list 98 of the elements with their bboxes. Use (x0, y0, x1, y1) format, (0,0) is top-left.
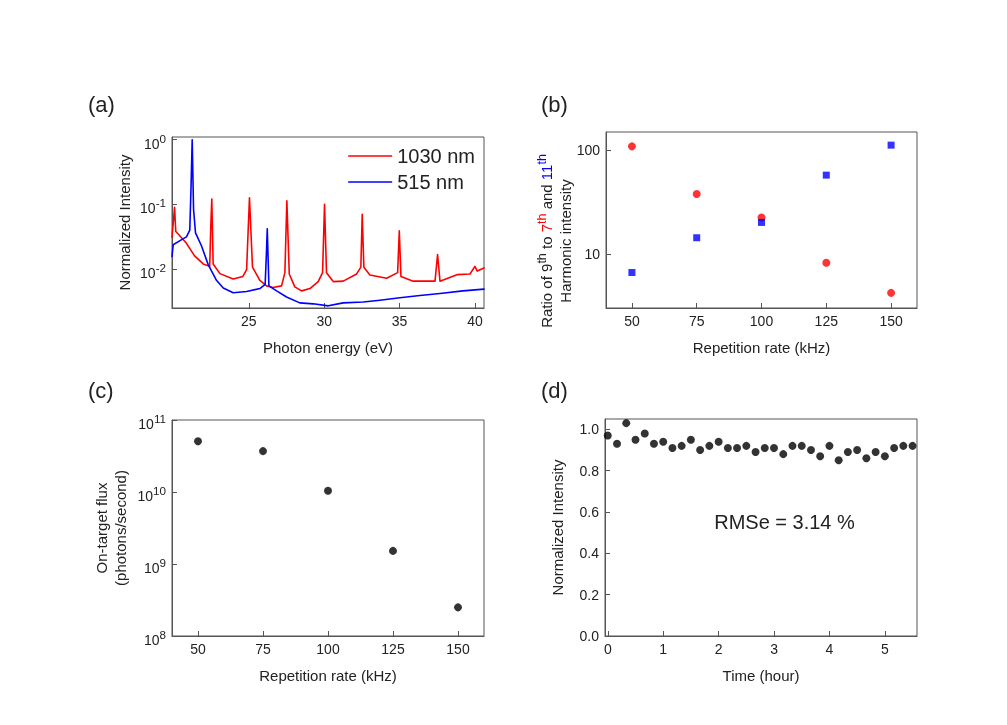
legend-label: 515 nm (397, 171, 464, 193)
x-tick-label: 50 (624, 313, 640, 329)
point (853, 446, 862, 454)
y-tick-label: 1.0 (579, 421, 600, 438)
point (843, 448, 852, 457)
x-tick-label: 125 (814, 313, 839, 329)
x-tick-label: 3 (770, 641, 779, 657)
point (454, 603, 462, 612)
point (627, 142, 636, 151)
y-tick-label: 10$^{-2}$ (140, 260, 166, 281)
point (908, 441, 917, 450)
point (705, 441, 714, 450)
y-tick-label: 100 (576, 142, 601, 159)
y-tick-label: 10$^{11}$ (138, 411, 166, 432)
y-axis-title: Normalized Intensity (549, 459, 566, 596)
point (887, 288, 896, 297)
point (880, 452, 889, 461)
point (742, 441, 751, 450)
y-tick-label: 10$^{9}$ (143, 555, 166, 576)
point (797, 441, 806, 450)
x-tick-label: 125 (381, 641, 405, 657)
y-tick-label: 0.2 (579, 586, 600, 603)
x-tick-label: 5 (880, 641, 889, 657)
point (723, 443, 732, 452)
point (603, 431, 612, 440)
x-tick-label: 100 (316, 641, 340, 657)
point (871, 448, 880, 457)
point (733, 443, 742, 452)
point (677, 441, 686, 450)
point (692, 190, 701, 199)
x-tick-label: 75 (255, 641, 271, 657)
point (686, 435, 695, 444)
y-tick-label: 0.8 (579, 462, 600, 479)
point (194, 437, 202, 446)
x-tick-label: 4 (825, 641, 834, 657)
x-axis-title: Photon energy (eV) (262, 339, 394, 356)
y-tick-label: 10$^{8}$ (143, 627, 166, 648)
point (887, 141, 895, 149)
point (758, 218, 765, 226)
chart-title: (d) (541, 377, 568, 403)
x-tick-label: 30 (316, 313, 333, 329)
x-tick-label: 150 (446, 641, 470, 657)
line-series (171, 138, 485, 307)
point (788, 441, 797, 450)
point (751, 448, 760, 457)
y-tick-label: 10$^{-1}$ (140, 195, 166, 217)
legend-label: 1030 nm (397, 145, 476, 167)
x-tick-label: 75 (688, 313, 705, 329)
x-tick-label: 25 (241, 313, 257, 329)
y-tick-label: 0.0 (579, 628, 600, 644)
point (770, 443, 779, 452)
chart-title: (c) (88, 377, 114, 403)
chart-title: (b) (541, 91, 568, 117)
y-tick-label: 10$^{0}$ (143, 130, 166, 152)
point (613, 439, 622, 448)
point (259, 447, 267, 456)
y-tick-label: 10 (584, 245, 601, 262)
x-axis-title: Repetition rate (kHz) (692, 339, 831, 356)
point (640, 429, 649, 438)
point (816, 452, 825, 461)
point (779, 450, 788, 459)
point (822, 258, 831, 267)
point (834, 456, 843, 465)
chart-title: (a) (88, 91, 115, 117)
point (668, 443, 677, 452)
y-axis-title: Normalized Intensity (116, 154, 133, 291)
point (862, 454, 871, 463)
point (324, 486, 332, 495)
x-tick-label: 50 (190, 641, 206, 657)
x-tick-label: 35 (391, 313, 408, 329)
x-tick-label: 150 (879, 313, 903, 329)
point (693, 234, 701, 242)
y-tick-label: 0.6 (579, 504, 600, 520)
x-tick-label: 1 (659, 641, 668, 657)
annotation: RMSe = 3.14 % (714, 511, 856, 534)
x-tick-label: 2 (714, 641, 723, 657)
x-tick-label: 40 (467, 313, 483, 329)
point (899, 441, 908, 450)
x-axis-title: Repetition rate (kHz) (259, 667, 397, 684)
point (659, 437, 668, 446)
point (389, 546, 397, 555)
point (628, 269, 636, 277)
x-axis-title: Time (hour) (722, 667, 800, 684)
point (806, 446, 815, 454)
y-tick-label: 0.4 (579, 545, 600, 562)
x-tick-label: 100 (749, 313, 774, 329)
point (649, 439, 658, 448)
point (890, 443, 899, 452)
point (622, 419, 631, 428)
point (825, 441, 834, 450)
point (696, 446, 705, 454)
point (822, 171, 830, 179)
line-series (171, 197, 485, 292)
point (631, 435, 640, 444)
x-tick-label: 0 (603, 641, 612, 657)
point (714, 437, 723, 446)
point (760, 443, 769, 452)
y-tick-label: 10$^{10}$ (137, 483, 166, 504)
